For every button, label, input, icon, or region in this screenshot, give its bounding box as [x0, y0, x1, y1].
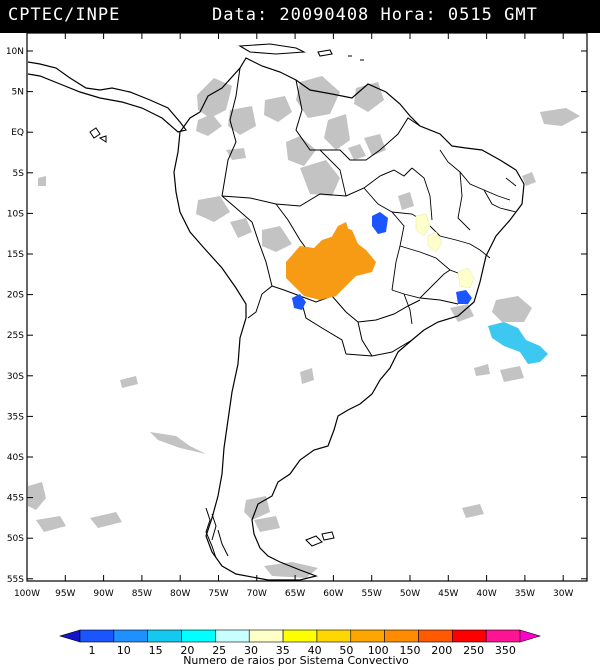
longitude-label: 80W	[170, 589, 190, 599]
state-borders	[319, 149, 517, 325]
latitude-label: EQ	[11, 128, 24, 138]
colorbar-swatch	[248, 629, 284, 643]
latitude-label: 35S	[7, 412, 24, 422]
colorbar-tick-label: 1	[89, 644, 96, 657]
caribbean-islands	[238, 43, 364, 61]
falkland-islands	[305, 531, 335, 547]
convection-lightblue-ocean	[488, 322, 548, 364]
latitude-label: 25S	[7, 331, 24, 341]
colorbar-boxes	[58, 629, 542, 643]
colorbar-tick-label: 40	[308, 644, 322, 657]
latitude-label: 50S	[7, 534, 24, 544]
chile-archipelago	[205, 507, 229, 559]
datetime-label: Data: 20090408 Hora: 0515 GMT	[212, 5, 538, 25]
latitude-label: 5S	[13, 169, 25, 179]
longitude-label: 85W	[132, 589, 152, 599]
cloud-cover-layer	[28, 76, 580, 578]
map-frame	[26, 33, 588, 582]
longitude-label: 95W	[55, 589, 75, 599]
colorbar-swatch	[418, 629, 453, 643]
colorbar-tick-label: 20	[180, 644, 194, 657]
latitude-ticks	[27, 50, 587, 580]
central-america-coastline	[27, 61, 188, 133]
latitude-label: 10N	[6, 47, 24, 57]
latitude-label: 5N	[12, 88, 24, 98]
colorbar-swatch	[452, 629, 487, 643]
longitude-label: 65W	[285, 589, 305, 599]
colorbar-right-arrow	[519, 629, 542, 643]
colorbar-tick-label: 50	[339, 644, 353, 657]
galapagos-islands	[89, 127, 107, 143]
convection-pale-3	[457, 267, 475, 289]
colorbar-swatch	[316, 629, 352, 643]
latitude-label: 55S	[7, 575, 24, 585]
convection-orange-secondary	[330, 222, 350, 244]
colorbar-swatch	[215, 629, 250, 643]
colorbar-swatch	[282, 629, 318, 643]
colorbar-title: Numero de raios por Sistema Convectivo	[183, 654, 409, 667]
latitude-label: 20S	[7, 291, 24, 301]
colorbar-left-arrow	[58, 629, 81, 643]
colorbar-swatch	[384, 629, 419, 643]
colorbar-tick-label: 100	[368, 644, 389, 657]
longitude-label: 35W	[515, 589, 535, 599]
longitude-label: 40W	[476, 589, 496, 599]
colorbar-tick-label: 350	[495, 644, 516, 657]
colorbar-tick-labels: 1 10 15 20 25 30 35 40 50 100 150 200 250 350	[89, 644, 516, 657]
convection-blue-rio	[456, 290, 472, 304]
colorbar-tick-label: 200	[431, 644, 452, 657]
longitude-ticks	[26, 33, 564, 581]
convection-blue-north	[372, 212, 388, 234]
latitude-label: 30S	[7, 372, 24, 382]
longitude-label: 55W	[362, 589, 382, 599]
source-label: CPTEC/INPE	[8, 5, 121, 25]
convection-pale-1	[415, 213, 431, 237]
convection-orange-main	[286, 226, 376, 300]
latitude-label: 15S	[7, 250, 24, 260]
longitude-label: 90W	[93, 589, 113, 599]
colorbar-tick-label: 150	[400, 644, 421, 657]
longitude-label: 50W	[400, 589, 420, 599]
colorbar-swatch	[181, 629, 216, 643]
colorbar-swatch	[485, 629, 521, 643]
convection-pale-2	[427, 231, 443, 253]
longitude-label: 70W	[247, 589, 267, 599]
colorbar-tick-label: 25	[212, 644, 226, 657]
longitude-label: 30W	[553, 589, 573, 599]
longitude-label: 45W	[438, 589, 458, 599]
longitude-label: 100W	[14, 589, 40, 599]
colorbar-swatch	[79, 629, 115, 643]
colorbar-tick-label: 250	[463, 644, 484, 657]
longitude-label: 60W	[323, 589, 343, 599]
lightning-colorbar: 1 10 15 20 25 30 35 40 50 100 150 200 250 350 Numero …	[58, 629, 542, 667]
latitude-label: 10S	[7, 209, 24, 219]
colorbar-tick-label: 35	[276, 644, 290, 657]
colorbar-swatch	[113, 629, 148, 643]
lightning-map: 10N5NEQ5S10S15S20S25S30S35S40S45S50S55S …	[6, 33, 588, 599]
colorbar-tick-label: 10	[117, 644, 131, 657]
colorbar-swatch	[350, 629, 385, 643]
map-header: CPTEC/INPE Data: 20090408 Hora: 0515 GMT	[0, 0, 600, 33]
latitude-label: 45S	[7, 494, 24, 504]
convection-blue-bolivia	[292, 294, 306, 310]
convective-systems-layer	[286, 212, 548, 364]
south-america-coastline	[173, 57, 525, 581]
latitude-label: 40S	[7, 453, 24, 463]
colorbar-tick-label: 15	[149, 644, 163, 657]
colorbar-swatch	[147, 629, 182, 643]
latitude-labels: 10N 5N EQ 5S 10S 15S 20S 25S 30S 35S 40S 45S 50S 55S	[6, 47, 24, 585]
colorbar-tick-label: 30	[244, 644, 258, 657]
longitude-label: 75W	[208, 589, 228, 599]
longitude-labels: 100W 95W 90W 85W 80W 75W 70W 65W 60W 55W 50W 45W 40W…	[14, 589, 574, 599]
